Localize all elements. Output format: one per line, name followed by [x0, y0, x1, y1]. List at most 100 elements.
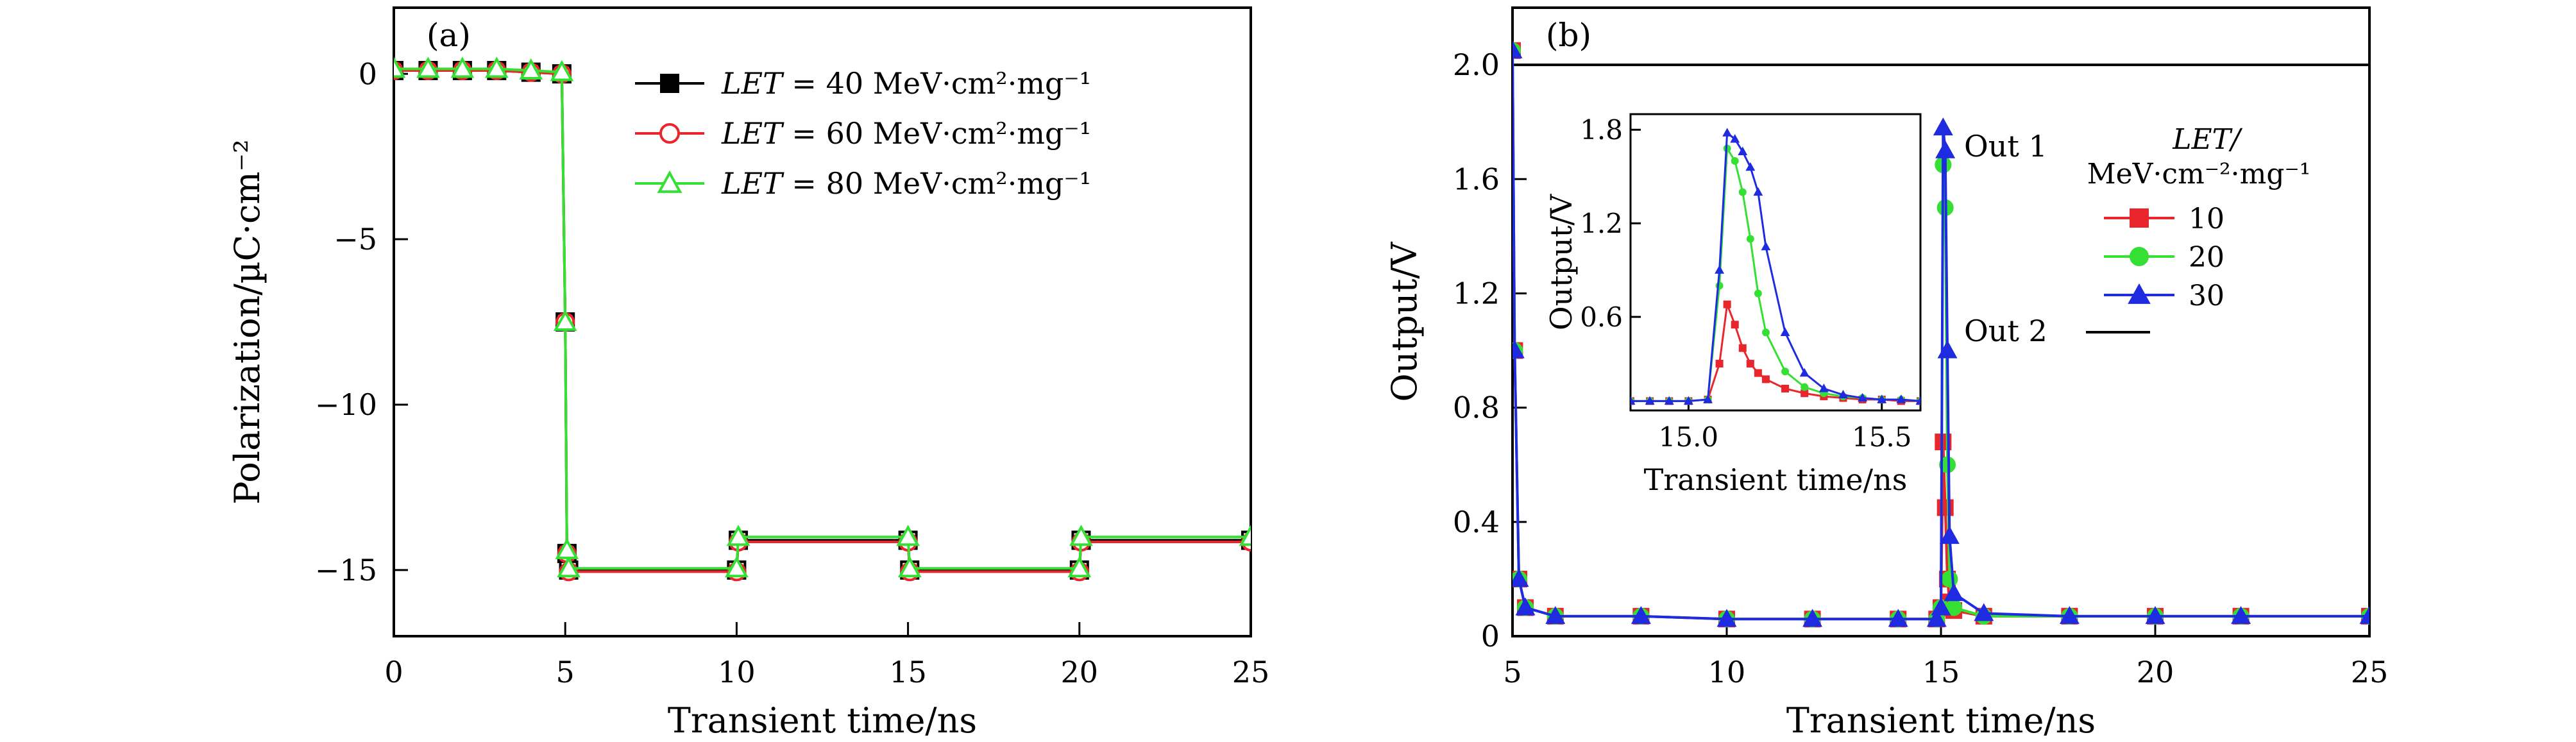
a-x-tick-label: 10 [718, 655, 756, 689]
a-y-tick-label: −5 [334, 222, 377, 257]
i-x-tick-label: 15.0 [1659, 421, 1719, 453]
a-series-3-point [1067, 556, 1092, 578]
b-series-3-point [1515, 597, 1536, 616]
b-out2-annotation: Out 2 [1964, 314, 2047, 348]
b-series-3-point [1935, 140, 1956, 158]
b-legend: LET/MeV·cm⁻²·mg⁻¹ 10 20 30 [2087, 123, 2311, 312]
i-series-3-point [1703, 394, 1713, 403]
b-legend-label-2: 20 [2189, 241, 2224, 274]
inset: 15.0 15.5 0.6 1.2 1.8 Transient time/ns Output… [1544, 113, 1922, 497]
i-y-tick-label: 1.8 [1580, 114, 1623, 146]
a-series-3-point [553, 309, 577, 331]
b-series-3-point [1513, 40, 1523, 58]
b-y-tick-label: 0.4 [1453, 505, 1500, 539]
i-series-2-point [1746, 235, 1754, 243]
i-series-1-point [1781, 384, 1790, 392]
i-y-tick-label: 0.6 [1580, 301, 1623, 333]
i-series-3-point [1631, 396, 1636, 405]
b-y-tick-label: 0 [1481, 619, 1500, 653]
a-series-3-point [450, 56, 475, 78]
a-legend-label-3: LET = 80 MeV·cm²·mg⁻¹ [721, 166, 1091, 201]
a-y-axis-label: Polarization/µC·cm⁻² [227, 139, 267, 504]
i-y-axis-label: Output/V [1544, 194, 1579, 330]
i-series-1-point [1754, 369, 1762, 377]
b-series-3-point [2359, 605, 2369, 624]
i-series-3-point [1738, 146, 1748, 155]
i-series-1-point [1801, 389, 1809, 398]
a-series-3-point [519, 58, 543, 80]
b-x-tick-label: 25 [2351, 655, 2389, 689]
i-series-3-point [1664, 396, 1674, 405]
b-series-3-point [1937, 340, 1958, 358]
b-x-axis-label: Transient time/ns [1786, 700, 2096, 741]
i-series-3-point [1780, 327, 1790, 337]
b-series-3-point [1888, 609, 1908, 627]
i-series-3-point [1683, 396, 1693, 405]
a-series-3-point [726, 525, 750, 546]
i-x-axis-label: Transient time/ns [1644, 462, 1908, 497]
a-plot-frame [393, 6, 1252, 637]
b-y-tick-label: 0.8 [1453, 391, 1500, 425]
panel-b: 5 10 15 20 25 0 0.4 0.8 1.2 1.6 2.0 Transient time/… [1384, 6, 2389, 741]
i-series-3-point [1799, 367, 1809, 377]
a-y-tick-label: −10 [315, 387, 377, 422]
i-series-3-point [1745, 162, 1756, 171]
b-x-tick-label: 15 [1922, 655, 1960, 689]
b-legend-marker-2 [2130, 247, 2149, 266]
a-series-3-point [394, 56, 406, 78]
b-x-tick-label: 20 [2137, 655, 2174, 689]
b-out1-label: Out 1 [1964, 129, 2047, 164]
i-series-2-point [1754, 289, 1762, 298]
i-series-2-point [1738, 188, 1747, 196]
a-y-tick-label: −15 [315, 553, 377, 587]
b-series-3-point [1944, 583, 1964, 602]
i-series-3-point [1915, 396, 1920, 405]
inset-background [1631, 114, 1920, 410]
b-y-tick-label: 2.0 [1453, 47, 1500, 82]
b-legend-label-1: 10 [2189, 203, 2224, 235]
i-series-3-point [1761, 241, 1771, 251]
a-series-3-point [484, 56, 509, 78]
i-series-3-point [1753, 187, 1763, 196]
a-x-tick-label: 5 [556, 655, 575, 689]
i-series-1-point [1746, 360, 1754, 368]
a-legend-marker-1 [660, 74, 679, 93]
a-series-3-point [897, 556, 922, 578]
b-series-3-point [1802, 609, 1823, 627]
a-y-tick-label: 0 [359, 56, 377, 91]
a-x-tick-label: 0 [384, 655, 403, 689]
i-series-3-point [1722, 128, 1733, 137]
b-series-3-point [2231, 605, 2251, 624]
a-legend-marker-3 [657, 170, 682, 193]
i-series-line-3 [1631, 131, 1920, 402]
i-series-3-point [1877, 394, 1887, 403]
b-y-tick-label: 1.6 [1453, 162, 1500, 196]
b-series-3-point [1545, 605, 1566, 624]
i-series-1-point [1723, 300, 1731, 308]
a-x-tick-label: 15 [889, 655, 927, 689]
i-series-3-point [1715, 265, 1725, 274]
b-y-tick-label: 1.2 [1453, 276, 1500, 311]
b-series-3-point [1974, 603, 1994, 621]
a-series-3-point [550, 60, 574, 81]
i-series-3-point [1838, 389, 1848, 399]
b-series-1-point [1936, 499, 1954, 516]
b-series-3-point [2145, 605, 2165, 624]
i-series-2-point [1761, 328, 1770, 337]
i-series-3-point [1818, 384, 1829, 392]
b-legend-label-3: 30 [2189, 280, 2224, 312]
b-series-3-point [1513, 340, 1525, 358]
a-series-3-point [416, 56, 440, 78]
b-y-axis-label: Output/V [1384, 242, 1425, 402]
i-y-tick-label: 1.2 [1580, 208, 1623, 239]
a-series-3-point [1069, 525, 1093, 546]
a-series-3-point [896, 525, 920, 546]
a-series-3-point [725, 556, 749, 578]
i-data-layer [1631, 128, 1920, 405]
b-series-3-point [1631, 605, 1651, 624]
a-series-3-point [557, 556, 580, 578]
b-series-3-point [1926, 609, 1947, 627]
i-x-tick-label: 15.5 [1852, 421, 1912, 453]
b-x-tick-label: 5 [1503, 655, 1521, 689]
